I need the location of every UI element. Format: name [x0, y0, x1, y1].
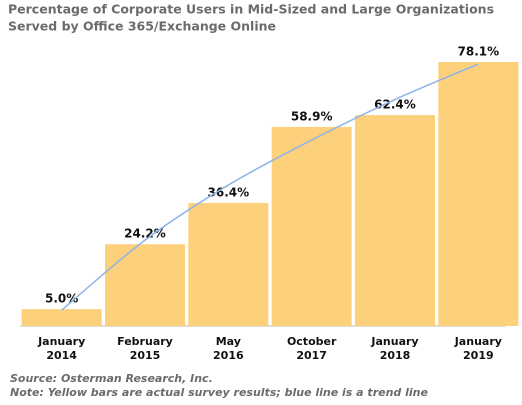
bar	[105, 244, 185, 326]
chart-title: Percentage of Corporate Users in Mid-Siz…	[8, 2, 494, 17]
value-label: 62.4%	[374, 98, 416, 112]
x-tick-label: 2018	[380, 349, 411, 362]
bar	[188, 202, 269, 326]
x-tick-label: May	[216, 335, 241, 348]
bar	[271, 126, 352, 326]
bar	[355, 115, 435, 326]
x-tick-label: 2019	[463, 349, 494, 362]
x-tick-label: January	[37, 335, 85, 348]
x-tick-label: February	[117, 335, 173, 348]
x-tick-label: January	[370, 335, 418, 348]
value-label: 36.4%	[208, 185, 250, 199]
x-tick-label: 2015	[130, 349, 161, 362]
note: Note: Yellow bars are actual survey resu…	[10, 386, 428, 399]
x-tick-label: January	[454, 335, 502, 348]
bar	[438, 62, 519, 326]
value-label: 78.1%	[458, 45, 500, 59]
trend-line	[61, 63, 479, 311]
source-note: Source: Osterman Research, Inc.	[10, 372, 213, 385]
x-tick-label: October	[287, 335, 337, 348]
value-label: 58.9%	[291, 109, 333, 123]
value-label: 5.0%	[45, 292, 78, 306]
x-tick-label: 2017	[296, 349, 327, 362]
value-label: 24.2%	[124, 227, 166, 241]
x-tick-label: 2014	[46, 349, 77, 362]
bar	[21, 309, 102, 326]
chart-title: Served by Office 365/Exchange Online	[8, 19, 276, 34]
x-tick-label: 2016	[213, 349, 244, 362]
